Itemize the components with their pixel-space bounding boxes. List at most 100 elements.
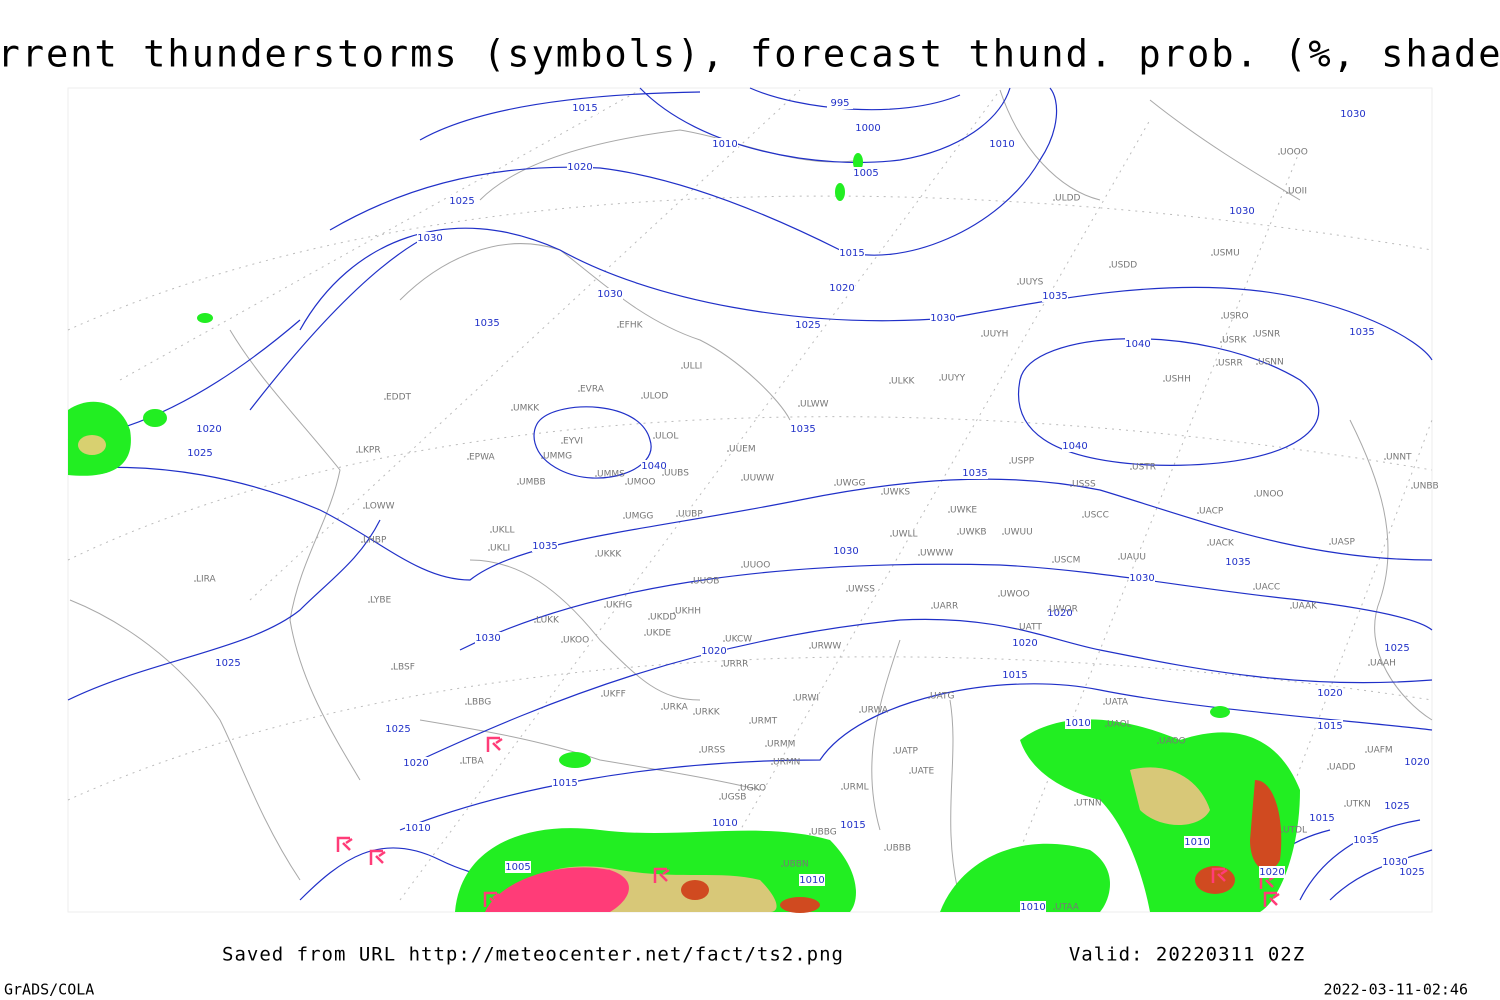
station-dot bbox=[1365, 751, 1367, 753]
station-label: UUBS bbox=[664, 469, 689, 479]
station-dot bbox=[623, 517, 625, 519]
station-dot bbox=[809, 833, 811, 835]
isobar-label: 1015 bbox=[1317, 721, 1342, 732]
station-label: URMN bbox=[773, 758, 800, 768]
station-label: UADD bbox=[1329, 763, 1356, 773]
station-dot bbox=[719, 798, 721, 800]
station-label: UWUU bbox=[1004, 528, 1033, 538]
isobar-label: 1035 bbox=[532, 541, 557, 552]
isobar-label: 1035 bbox=[962, 468, 987, 479]
station-label: UTAA bbox=[1055, 903, 1080, 913]
station-label: UATA bbox=[1105, 698, 1129, 708]
isobar-label: 1035 bbox=[474, 318, 499, 329]
station-label: UMMS bbox=[597, 470, 625, 480]
station-dot bbox=[1047, 610, 1049, 612]
isobar-label-bg bbox=[552, 777, 578, 789]
station-dot bbox=[1130, 468, 1132, 470]
isobar-label-bg bbox=[712, 138, 738, 150]
station-dot bbox=[721, 665, 723, 667]
isobar-label-bg bbox=[853, 167, 879, 179]
station-label: UARR bbox=[933, 602, 958, 612]
isobar-label: 1025 bbox=[187, 448, 212, 459]
station-dot bbox=[511, 409, 513, 411]
isobar-label-bg bbox=[795, 319, 821, 331]
station-label: UUWW bbox=[743, 474, 774, 484]
station-label: ULKK bbox=[891, 377, 916, 387]
station-dot bbox=[595, 475, 597, 477]
station-dot bbox=[1074, 804, 1076, 806]
isobar-label-bg bbox=[833, 545, 859, 557]
timestamp: 2022-03-11-02:46 bbox=[1324, 981, 1469, 999]
isobar-label-bg bbox=[417, 232, 443, 244]
prob-area bbox=[681, 880, 709, 900]
title: Current thunderstorms (symbols), forecas… bbox=[0, 33, 1500, 76]
station-label: UGKO bbox=[740, 784, 766, 794]
isobar-label: 1035 bbox=[1349, 327, 1374, 338]
station-label: URRR bbox=[723, 660, 748, 670]
station-label: UKOO bbox=[563, 636, 589, 646]
isobar-label: 1020 bbox=[1012, 638, 1037, 649]
station-dot bbox=[859, 711, 861, 713]
thunderstorm-symbol bbox=[511, 896, 528, 912]
isobar-label: 1020 bbox=[403, 758, 428, 769]
isobar-label-bg bbox=[1125, 338, 1151, 350]
thunderstorm-symbol bbox=[483, 891, 500, 907]
station-label: UOOO bbox=[1280, 148, 1308, 158]
isobar-label-bg bbox=[1229, 205, 1255, 217]
isobar-label: 1020 bbox=[829, 283, 854, 294]
station-dot bbox=[391, 668, 393, 670]
station-dot bbox=[1278, 153, 1280, 155]
station-label: EFHK bbox=[619, 321, 644, 331]
isobar-label-bg bbox=[989, 138, 1015, 150]
isobar-label-bg bbox=[597, 288, 623, 300]
station-dot bbox=[1002, 533, 1004, 535]
isobar-label: 1015 bbox=[572, 103, 597, 114]
isobar-label-bg bbox=[1384, 642, 1410, 654]
prob-area bbox=[780, 897, 820, 913]
prob-area bbox=[78, 435, 106, 455]
station-dot bbox=[601, 695, 603, 697]
station-dot bbox=[948, 511, 950, 513]
station-dot bbox=[1256, 363, 1258, 365]
isobar-label: 1040 bbox=[1125, 339, 1150, 350]
isobar-label: 1025 bbox=[1384, 801, 1409, 812]
station-label: UAAH bbox=[1370, 659, 1396, 669]
isobar-label-bg bbox=[712, 817, 738, 829]
station-label: USSS bbox=[1072, 480, 1096, 490]
isobar-label-bg bbox=[572, 102, 598, 114]
isobar-label: 1025 bbox=[385, 724, 410, 735]
station-label: USCC bbox=[1084, 511, 1109, 521]
thunderstorm-symbols bbox=[336, 736, 1280, 912]
station-label: LKPR bbox=[358, 446, 381, 456]
software: GrADS/COLA bbox=[4, 981, 94, 999]
station-dot bbox=[793, 699, 795, 701]
isobar-label: 1035 bbox=[790, 424, 815, 435]
station-dot bbox=[781, 865, 783, 867]
station-label: UWSS bbox=[848, 585, 875, 595]
station-dot bbox=[368, 601, 370, 603]
isobar-label-bg bbox=[701, 645, 727, 657]
isobar-label-bg bbox=[1353, 834, 1379, 846]
prob-area bbox=[559, 752, 591, 768]
station-label: UBBN bbox=[783, 860, 809, 870]
station-dot bbox=[661, 708, 663, 710]
station-dot bbox=[617, 326, 619, 328]
thunderstorm-symbol bbox=[571, 876, 588, 892]
station-label: UUYY bbox=[941, 374, 966, 384]
station-label: USRK bbox=[1222, 336, 1248, 346]
station-label: UKFF bbox=[603, 690, 626, 700]
thunder-probability bbox=[68, 153, 1300, 913]
thunderstorm-symbol bbox=[369, 849, 386, 865]
station-dot bbox=[1207, 544, 1209, 546]
station-label: LBSF bbox=[393, 663, 415, 673]
station-dot bbox=[881, 493, 883, 495]
station-dot bbox=[1009, 462, 1011, 464]
prob-area bbox=[835, 183, 845, 201]
station-dot bbox=[662, 474, 664, 476]
station-dot bbox=[1384, 458, 1386, 460]
station-dot bbox=[1197, 512, 1199, 514]
prob-area bbox=[1210, 706, 1230, 718]
station-dot bbox=[1105, 725, 1107, 727]
